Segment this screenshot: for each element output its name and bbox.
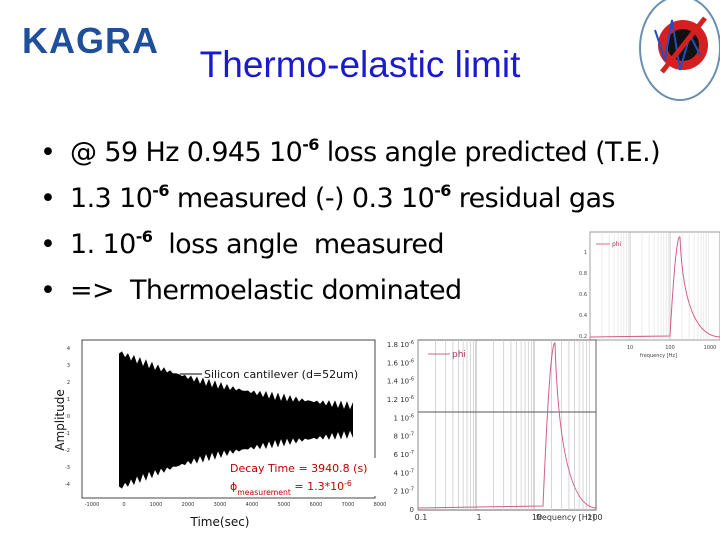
x-tick-label: 1 <box>588 345 591 351</box>
rich-text: 2 10-7 <box>394 487 414 496</box>
superscript: -6 <box>434 181 451 200</box>
bullet: => Thermoelastic dominated <box>40 268 660 314</box>
legend-label: phi <box>452 350 466 360</box>
x-tick-label: 7000 <box>342 502 355 508</box>
decay-plot: 4 3 2 1 0 -1 -2 -3 -4 -1000 0 1000 2000 3000 4000 5000 6… <box>53 339 387 529</box>
legend-label: Silicon cantilever (d=52um) <box>204 368 358 381</box>
text-part: 0 <box>410 506 414 514</box>
superscript: -6 <box>152 181 169 200</box>
y-tick-label: 2 <box>67 380 70 386</box>
curve <box>417 342 597 509</box>
y-tick-label: 1 <box>67 397 70 403</box>
x-tick-label: 0 <box>122 502 125 508</box>
superscript: -6 <box>302 135 319 154</box>
rich-text: 6 10-7 <box>394 450 414 459</box>
slide-title: Thermo-elastic limit <box>199 44 521 85</box>
bullet: 1.3 10-6 measured (-) 0.3 10-6 residual … <box>40 176 660 222</box>
supscript: -7 <box>409 487 414 493</box>
text-part: 4 10 <box>394 469 410 477</box>
decay-time: Decay Time = 3940.8 (s) <box>230 462 367 475</box>
supscript: -7 <box>409 432 414 438</box>
plot-frame <box>81 339 376 499</box>
bullet-list: @ 59 Hz 0.945 10-6 loss angle predicted … <box>40 130 661 314</box>
x-tick-label: 3000 <box>214 502 227 508</box>
bullet: 1. 10-6 loss angle measured <box>40 222 660 268</box>
plot-frame <box>417 339 597 511</box>
rich-text: 8 10-7 <box>394 432 414 441</box>
text-part: 2 10 <box>394 488 410 496</box>
y-tick-label: 0 <box>67 414 70 420</box>
text-part: 1.4 10 <box>387 378 409 386</box>
x-tick-label: 1000 <box>704 345 717 351</box>
x-tick-label: 100 <box>665 345 675 351</box>
text-part: 6 10 <box>394 451 410 459</box>
x-tick-label: 100 <box>587 513 602 522</box>
y-tick-label: -3 <box>65 465 70 471</box>
supscript: -7 <box>409 468 414 474</box>
rich-text: 1.2 10-6 <box>387 395 414 404</box>
x-tick-label: 6000 <box>310 502 323 508</box>
rich-text: ϕmeasurement = 1.3*10-6 <box>230 479 352 497</box>
rich-text: 1.4 10-6 <box>387 377 414 386</box>
y-tick-label: -4 <box>65 482 70 488</box>
subscript: measurement <box>237 488 291 497</box>
y-axis-label: Amplitude <box>53 389 67 451</box>
bullet-text: 1.3 10 <box>70 183 153 214</box>
text-part: = 1.3*10 <box>291 480 344 493</box>
text-part: ϕ <box>230 480 237 493</box>
text-part: 8 10 <box>394 433 410 441</box>
supscript: -6 <box>409 377 414 383</box>
supscript: -6 <box>344 479 352 488</box>
y-tick-label: -2 <box>65 448 70 454</box>
x-axis-label: Time(sec) <box>190 515 250 529</box>
supscript: -7 <box>409 450 414 456</box>
x-tick-label: 10 <box>627 345 633 351</box>
bullet-text: @ 59 Hz 0.945 10 <box>70 137 303 168</box>
bullet: @ 59 Hz 0.945 10-6 loss angle predicted … <box>40 130 661 176</box>
bullet-text: loss angle predicted (T.E.) <box>318 137 661 168</box>
text-part: 1.6 10 <box>387 359 409 367</box>
phi-plot: 1.8 10-61.6 10-61.4 10-61.2 10-61 10-68 … <box>387 339 603 522</box>
bullet-text: => Thermoelastic dominated <box>70 275 462 306</box>
rich-text: 1 10-6 <box>394 413 414 422</box>
supscript: -6 <box>409 340 414 346</box>
annotation-bg <box>226 458 386 496</box>
x-tick-label: 4000 <box>246 502 259 508</box>
x-tick-label: 1 <box>476 513 481 522</box>
bullet-text: 1. 10 <box>70 229 136 260</box>
y-tick-label: 4 <box>67 346 70 352</box>
y-tick-label: 0.2 <box>579 334 587 340</box>
y-tick-label: 3 <box>67 363 70 369</box>
superscript: -6 <box>135 227 153 246</box>
rich-text: 1.8 10-6 <box>387 340 414 349</box>
supscript: -6 <box>409 358 414 364</box>
x-tick-label: 2000 <box>182 502 195 508</box>
rich-text: 1.6 10-6 <box>387 358 414 367</box>
rich-text: 4 10-7 <box>394 468 414 477</box>
y-tick-label: -1 <box>65 431 70 437</box>
x-axis-label: frequency [Hz] <box>536 513 595 522</box>
x-tick-label: 10 <box>532 513 542 522</box>
x-tick-label: 8000 <box>374 502 387 508</box>
x-tick-label: -1000 <box>85 502 100 508</box>
x-tick-label: 0.1 <box>415 513 428 522</box>
bullet-text: measured (-) 0.3 10 <box>168 183 435 214</box>
bullet-text: loss angle measured <box>152 229 444 260</box>
logo: KAGRA <box>22 20 159 61</box>
signal <box>119 351 353 489</box>
rich-text: 0 <box>410 506 414 514</box>
text-part: 1.2 10 <box>387 396 409 404</box>
x-tick-label: 1000 <box>150 502 163 508</box>
text-part: 1 10 <box>394 414 410 422</box>
x-axis-label: frequency [Hz] <box>640 353 677 359</box>
supscript: -6 <box>409 413 414 419</box>
supscript: -6 <box>409 395 414 401</box>
bullet-text: residual gas <box>450 183 616 214</box>
text-part: 1.8 10 <box>387 341 409 349</box>
x-tick-label: 5000 <box>278 502 291 508</box>
